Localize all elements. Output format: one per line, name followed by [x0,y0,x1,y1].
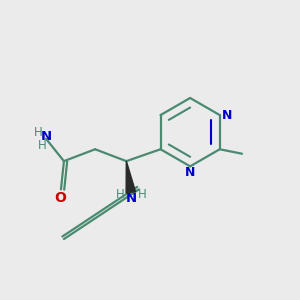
Text: N: N [222,109,232,122]
Text: H: H [116,188,125,201]
Text: N: N [40,130,52,143]
Text: N: N [126,192,137,206]
Text: H: H [33,126,42,140]
Text: H: H [138,188,147,201]
Text: H: H [38,139,47,152]
Polygon shape [126,161,136,193]
Text: N: N [185,167,195,179]
Text: O: O [55,191,67,205]
